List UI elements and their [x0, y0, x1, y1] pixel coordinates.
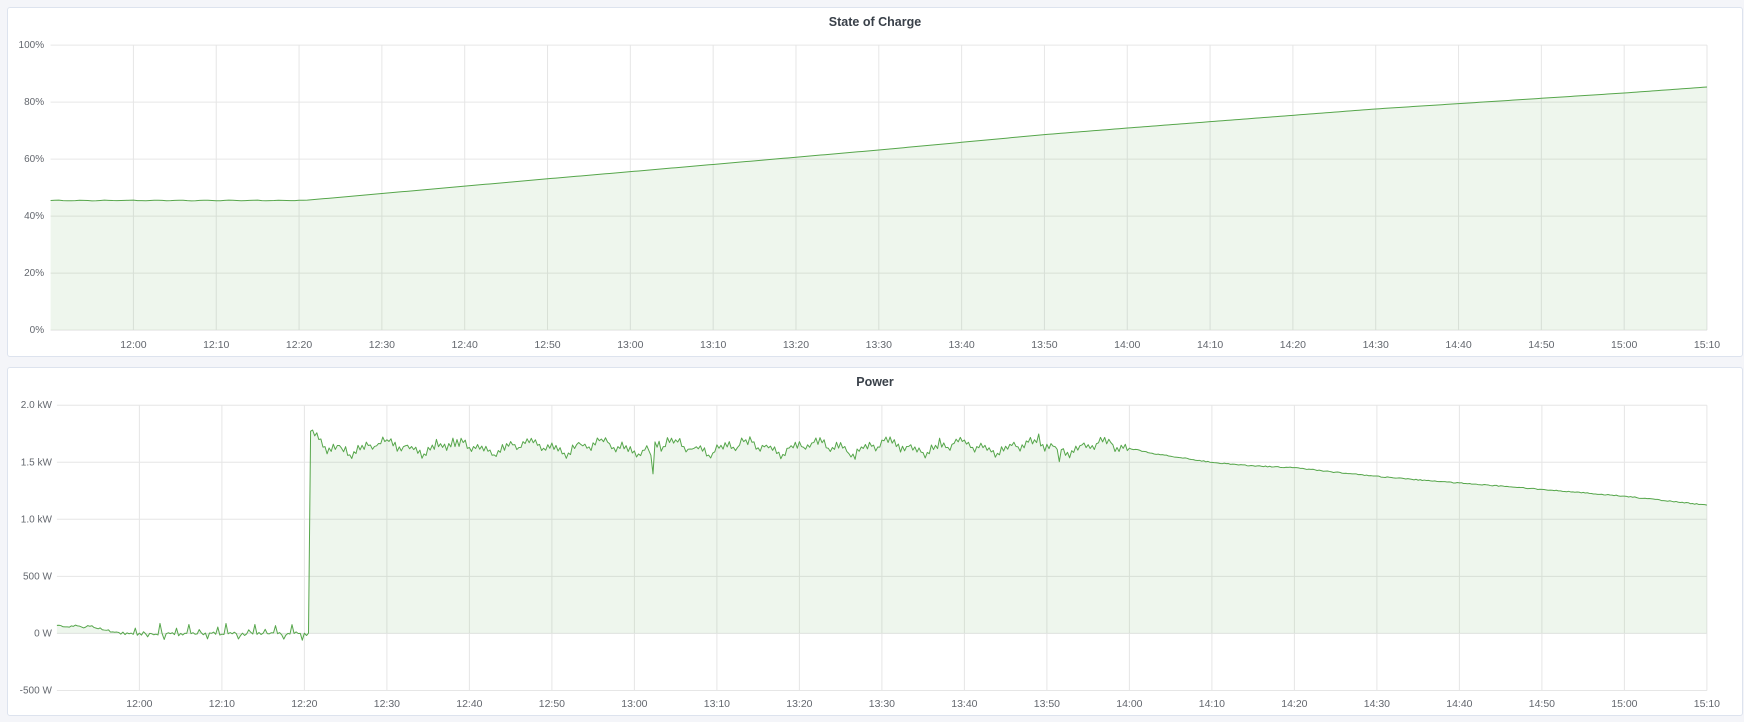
svg-text:14:30: 14:30	[1364, 698, 1390, 710]
svg-text:15:00: 15:00	[1611, 698, 1637, 710]
svg-text:12:40: 12:40	[456, 698, 482, 710]
svg-text:60%: 60%	[24, 154, 44, 165]
svg-text:14:30: 14:30	[1363, 339, 1389, 351]
svg-text:13:10: 13:10	[700, 339, 726, 351]
svg-text:14:40: 14:40	[1445, 339, 1471, 351]
svg-text:12:20: 12:20	[291, 698, 317, 710]
svg-text:13:00: 13:00	[617, 339, 643, 351]
svg-text:13:40: 13:40	[948, 339, 974, 351]
svg-text:14:00: 14:00	[1114, 339, 1140, 351]
svg-text:12:50: 12:50	[534, 339, 560, 351]
svg-text:13:50: 13:50	[1031, 339, 1057, 351]
svg-text:40%: 40%	[24, 211, 44, 222]
svg-text:0 W: 0 W	[34, 628, 52, 639]
svg-text:13:50: 13:50	[1034, 698, 1060, 710]
svg-text:2.0 kW: 2.0 kW	[21, 400, 53, 411]
svg-text:12:30: 12:30	[374, 698, 400, 710]
svg-text:14:00: 14:00	[1116, 698, 1142, 710]
svg-text:12:30: 12:30	[369, 339, 395, 351]
svg-text:20%: 20%	[24, 268, 44, 279]
svg-text:14:10: 14:10	[1197, 339, 1223, 351]
svg-text:12:00: 12:00	[120, 339, 146, 351]
svg-text:13:20: 13:20	[783, 339, 809, 351]
svg-text:1.5 kW: 1.5 kW	[21, 457, 53, 468]
svg-text:12:00: 12:00	[126, 698, 152, 710]
svg-text:80%: 80%	[24, 97, 44, 108]
svg-text:100%: 100%	[19, 40, 45, 51]
svg-text:1.0 kW: 1.0 kW	[21, 514, 53, 525]
svg-text:12:10: 12:10	[203, 339, 229, 351]
svg-text:-500 W: -500 W	[20, 685, 53, 696]
svg-text:13:30: 13:30	[866, 339, 892, 351]
svg-text:12:40: 12:40	[452, 339, 478, 351]
svg-text:14:10: 14:10	[1199, 698, 1225, 710]
svg-text:13:40: 13:40	[951, 698, 977, 710]
svg-text:13:30: 13:30	[869, 698, 895, 710]
svg-text:13:10: 13:10	[704, 698, 730, 710]
svg-text:15:10: 15:10	[1694, 698, 1720, 710]
svg-text:12:10: 12:10	[209, 698, 235, 710]
svg-text:12:20: 12:20	[286, 339, 312, 351]
svg-text:12:50: 12:50	[539, 698, 565, 710]
svg-text:14:40: 14:40	[1446, 698, 1472, 710]
svg-text:14:50: 14:50	[1528, 339, 1554, 351]
svg-text:15:00: 15:00	[1611, 339, 1637, 351]
svg-text:0%: 0%	[30, 325, 45, 336]
svg-text:13:20: 13:20	[786, 698, 812, 710]
svg-text:500 W: 500 W	[23, 571, 52, 582]
svg-text:13:00: 13:00	[621, 698, 647, 710]
svg-text:14:50: 14:50	[1529, 698, 1555, 710]
svg-text:14:20: 14:20	[1280, 339, 1306, 351]
svg-text:14:20: 14:20	[1281, 698, 1307, 710]
svg-text:15:10: 15:10	[1694, 339, 1720, 351]
